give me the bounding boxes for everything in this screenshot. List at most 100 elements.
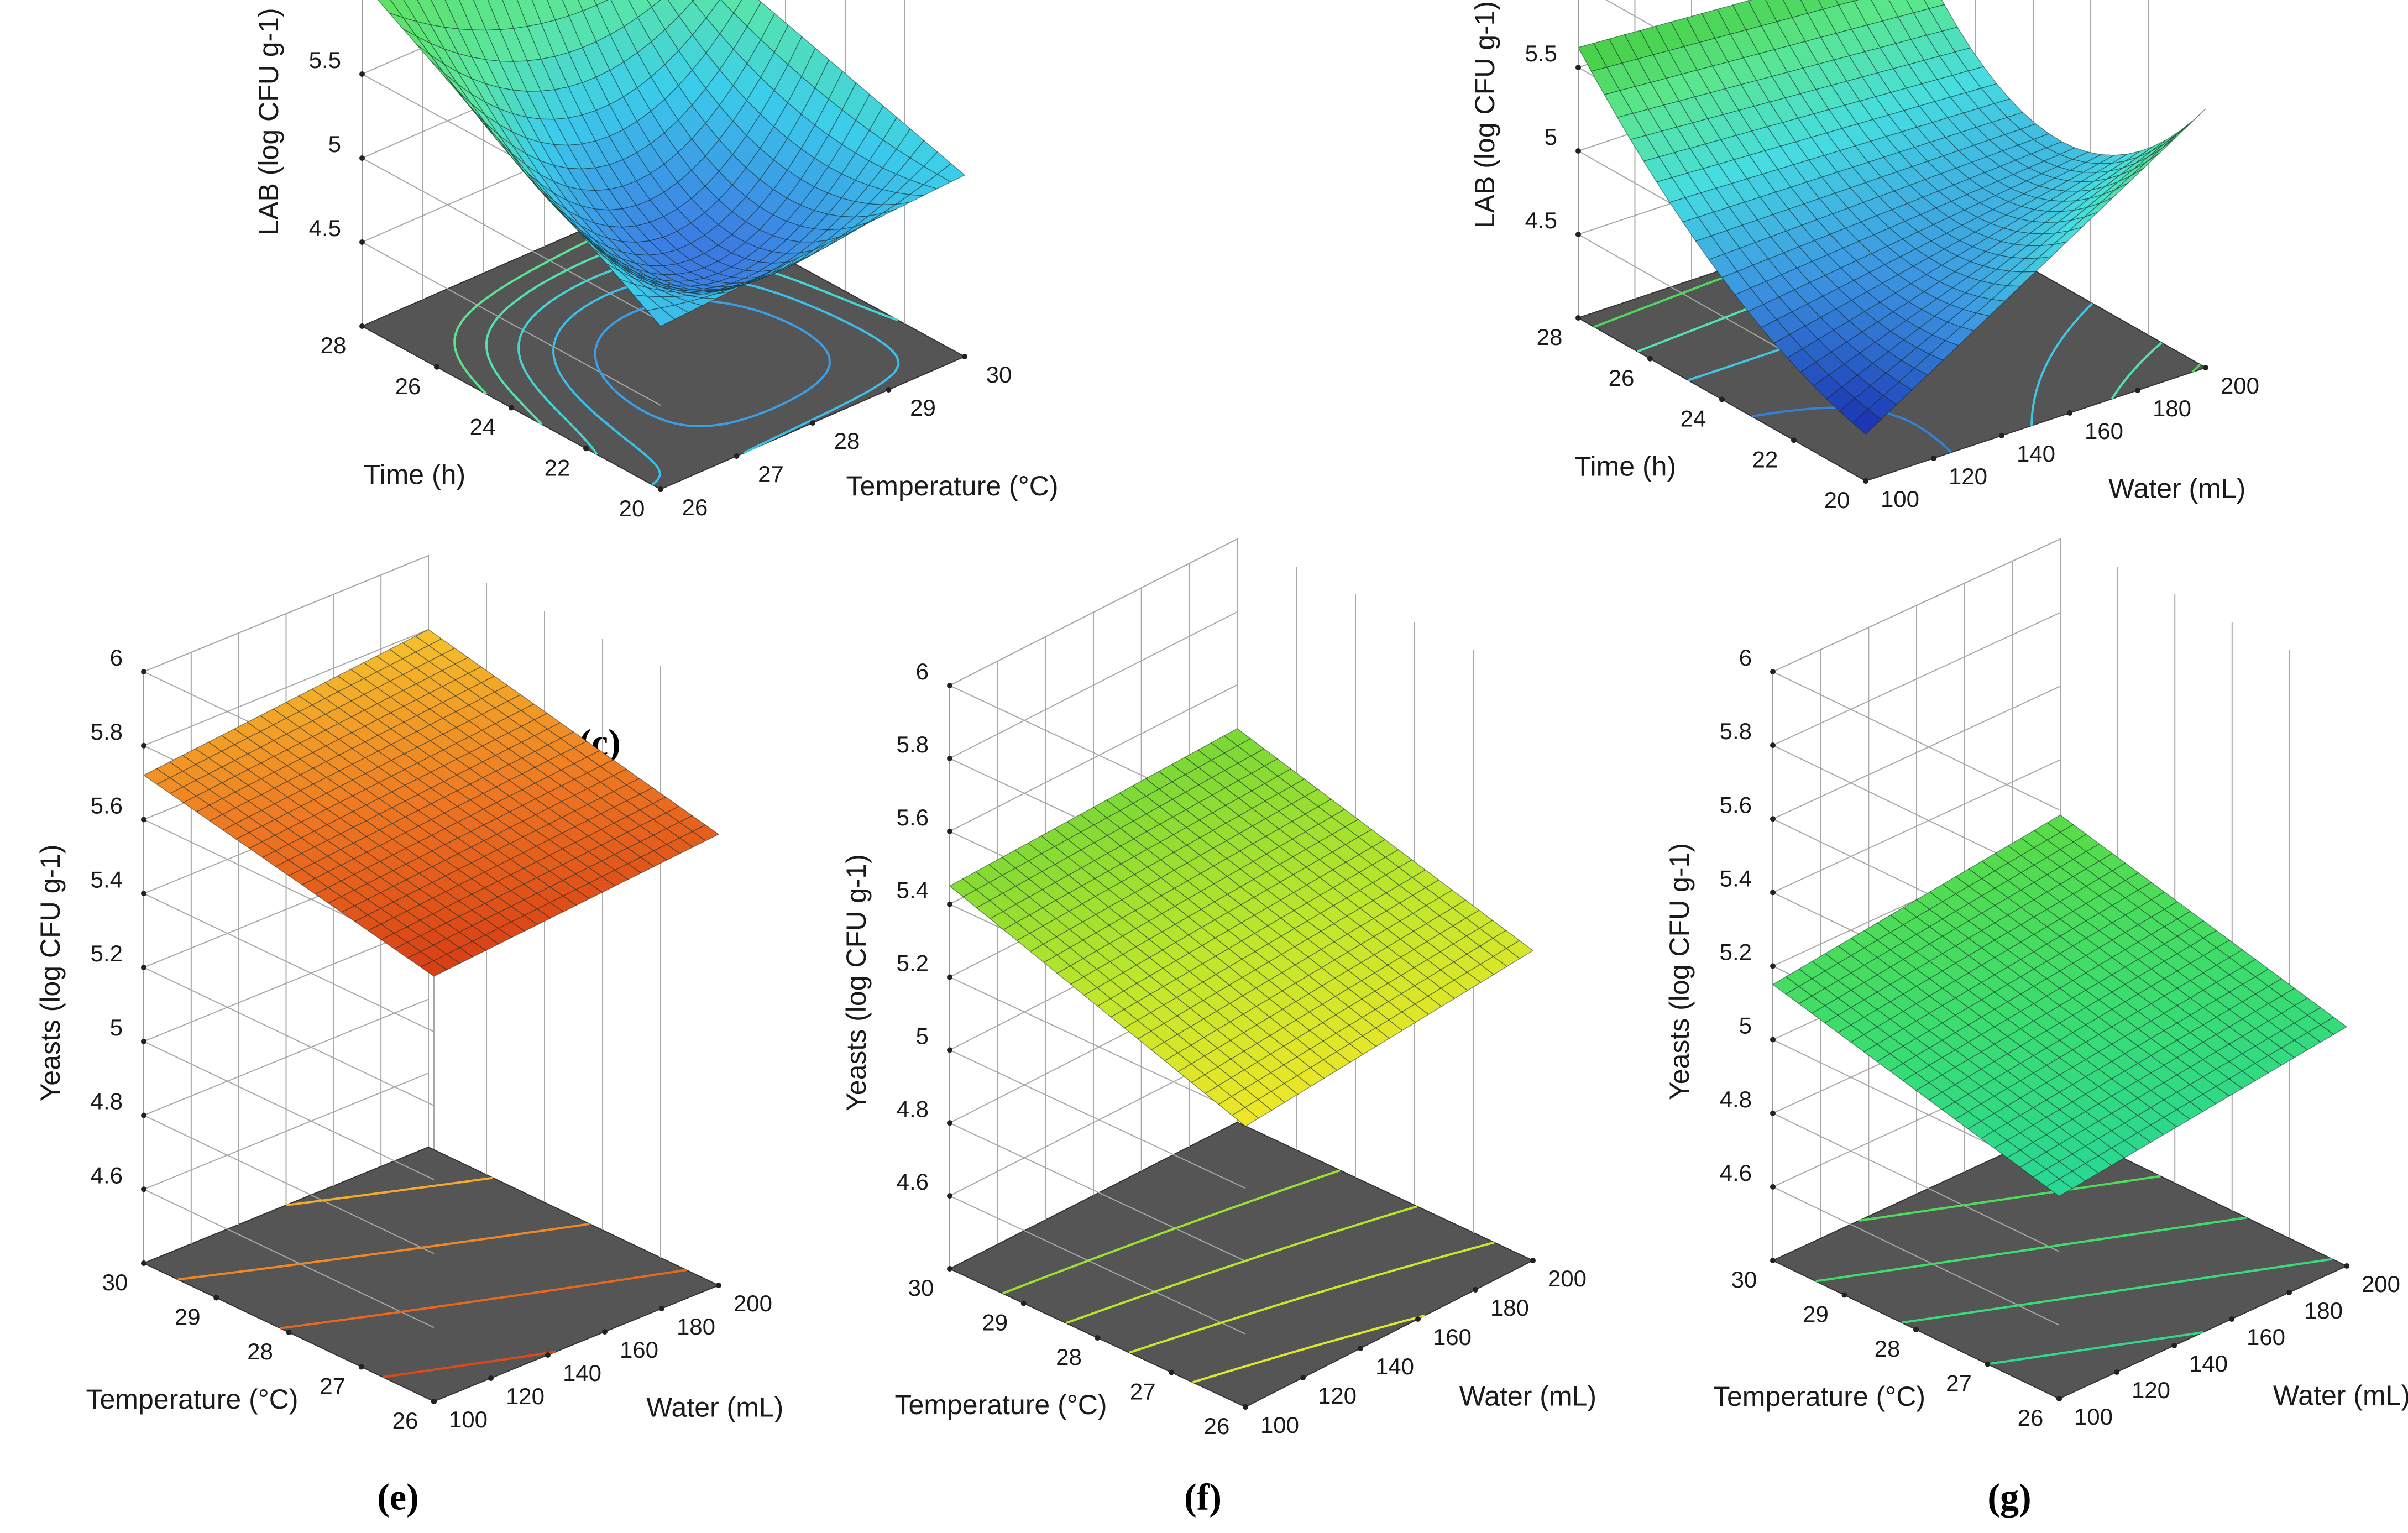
response-surface	[1772, 814, 2348, 1197]
contour-line	[1129, 1241, 1495, 1354]
x-tick-label: 27	[1130, 1379, 1156, 1405]
z-tick-label: 5.4	[897, 877, 929, 903]
z-tick-dot	[141, 965, 146, 970]
y-tick-dot	[2229, 1316, 2234, 1322]
y-tick-dot	[488, 1375, 494, 1381]
y-tick-label: 120	[1318, 1383, 1357, 1409]
z-tick-dot	[141, 817, 146, 823]
response-surface	[143, 629, 720, 977]
y-tick-label: 30	[986, 362, 1012, 388]
z-tick-label: 5.8	[897, 731, 929, 757]
chart-panel-g: 4.6 4.8 5 5.2 5.4 5.6 5.8 6 Yeasts (log CFU g-1)…	[1664, 538, 2408, 1518]
x-tick-label: 26	[395, 373, 421, 399]
x-tick-dot	[1841, 1292, 1847, 1298]
x-tick-label: 20	[619, 495, 645, 521]
y-tick-dot	[2135, 388, 2140, 393]
x-tick-label: 20	[1824, 487, 1850, 513]
y-tick-dot	[810, 420, 815, 426]
z-tick-dot	[1770, 742, 1776, 749]
x-tick-dot	[141, 1260, 146, 1266]
z-tick-dot	[359, 71, 365, 77]
y-tick-label: 120	[2132, 1377, 2170, 1403]
surface-cell	[2150, 130, 2180, 152]
y-tick-dot	[602, 1329, 608, 1335]
y-tick-dot	[1999, 433, 2004, 438]
y-tick-label: 120	[506, 1383, 545, 1409]
z-tick-dot	[1575, 148, 1581, 154]
z-tick-label: 5.2	[1720, 939, 1752, 965]
x-tick-dot	[1169, 1369, 1175, 1375]
x-tick-label: 26	[1609, 365, 1635, 391]
y-tick-label: 100	[1881, 486, 1919, 512]
y-tick-dot	[2171, 1343, 2177, 1348]
y-tick-label: 180	[2304, 1297, 2343, 1323]
x-tick-dot	[509, 405, 514, 411]
x-tick-label: 30	[102, 1269, 128, 1295]
contour-line	[1901, 1258, 2333, 1324]
x-tick-label: 26	[392, 1408, 418, 1433]
z-tick-dot	[947, 755, 952, 761]
y-tick-label: 140	[563, 1360, 601, 1386]
y-tick-label: 180	[1490, 1295, 1529, 1321]
z-tick-dot	[141, 669, 146, 674]
z-tick-label: 5.8	[91, 719, 123, 745]
y-tick-label: 200	[1548, 1265, 1587, 1291]
z-tick-dot	[359, 155, 365, 161]
contour-line	[1192, 1314, 1426, 1384]
contour-line	[1815, 1216, 2247, 1283]
contour-line	[280, 1269, 687, 1330]
x-tick-label: 30	[908, 1275, 934, 1301]
z-tick-label: 5.5	[309, 47, 341, 73]
y-tick-label: 180	[2153, 395, 2191, 421]
y-tick-dot	[1358, 1346, 1363, 1351]
y-tick-dot	[1863, 478, 1868, 484]
y-tick-label: 160	[1433, 1324, 1472, 1350]
z-tick-label: 4.8	[1720, 1086, 1752, 1112]
y-tick-dot	[1931, 456, 1936, 461]
y-tick-label: 26	[682, 494, 708, 520]
x-tick-dot	[359, 323, 365, 329]
floor-plane	[142, 1146, 720, 1403]
surface-cell	[1231, 1107, 1259, 1127]
z-tick-label: 6	[1739, 645, 1752, 671]
z-tick-dot	[947, 1047, 952, 1053]
response-surface	[1578, 0, 2206, 435]
x-tick-dot	[1791, 437, 1797, 443]
surface-cell	[646, 307, 676, 327]
y-tick-label: 27	[758, 461, 784, 487]
x-tick-label: 26	[1204, 1413, 1230, 1439]
y-tick-label: 200	[2221, 373, 2259, 399]
y-tick-dot	[658, 486, 663, 492]
y-tick-dot	[1530, 1258, 1536, 1263]
contour-line	[286, 1176, 493, 1206]
contour-line	[1987, 1331, 2203, 1365]
x-tick-label: 29	[175, 1304, 201, 1330]
z-tick-dot	[1770, 816, 1776, 822]
x-tick-dot	[1647, 355, 1653, 362]
surface-cell	[2045, 1178, 2073, 1197]
x-tick-dot	[286, 1330, 292, 1335]
y-tick-label: 140	[2017, 441, 2055, 467]
y-tick-dot	[2344, 1263, 2349, 1269]
z-tick-dot	[1770, 1184, 1776, 1190]
y-tick-label: 180	[677, 1314, 715, 1340]
x-tick-dot	[1575, 315, 1581, 321]
chart-panel-e: 4.6 4.8 5 5.2 5.4 5.6 5.8 6 Yeasts (log CFU g-1)…	[35, 554, 783, 1518]
z-tick-dot	[1770, 1110, 1776, 1116]
y-tick-dot	[886, 387, 892, 393]
y-tick-label: 100	[1260, 1412, 1299, 1438]
x-tick-label: 24	[470, 414, 496, 440]
y-tick-dot	[2067, 410, 2072, 416]
z-tick-label: 6	[916, 658, 929, 684]
y-tick-label: 100	[449, 1406, 488, 1432]
x-tick-dot	[1719, 396, 1725, 402]
z-tick-dot	[947, 1120, 952, 1126]
z-tick-label: 5	[1545, 124, 1557, 150]
y-tick-dot	[545, 1352, 551, 1358]
z-tick-label: 5.2	[897, 950, 929, 976]
y-tick-label: 160	[620, 1337, 658, 1363]
x-tick-dot	[1020, 1300, 1027, 1306]
x-tick-dot	[1913, 1327, 1919, 1332]
z-tick-label: 5.5	[1525, 40, 1557, 66]
